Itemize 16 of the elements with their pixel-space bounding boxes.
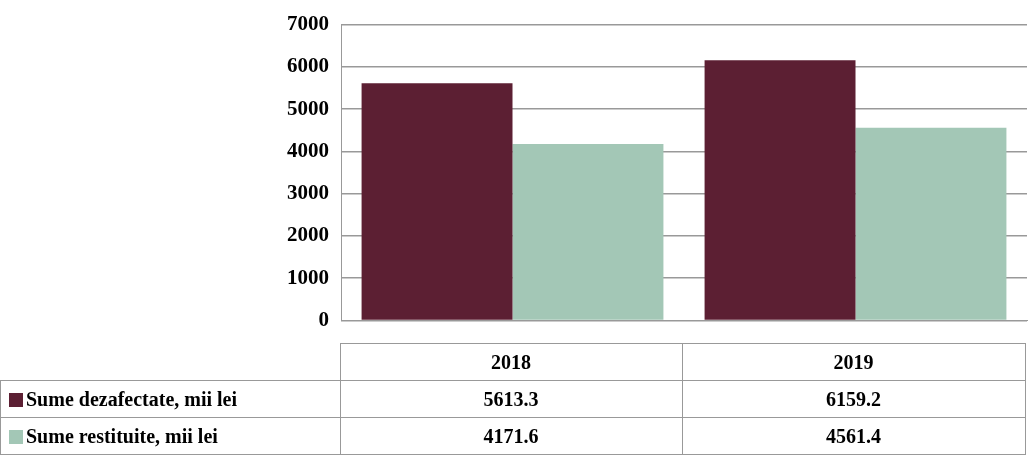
y-tick-label: 1000 [287, 264, 329, 289]
y-tick-label: 6000 [287, 53, 329, 78]
data-label: 5613.3 [340, 380, 682, 418]
y-tick-label: 2000 [287, 222, 329, 247]
x-tick-label: 2019 [682, 343, 1025, 381]
y-tick-label: 5000 [287, 95, 329, 120]
data-label: 4561.4 [682, 417, 1025, 455]
legend-label: Sume restituite, mii lei [0, 417, 340, 455]
x-tick-label: 2018 [340, 343, 682, 381]
legend-label: Sume dezafectate, mii lei [0, 380, 340, 418]
y-tick-label: 4000 [287, 137, 329, 162]
y-tick-label: 0 [318, 306, 329, 331]
y-tick-label: 3000 [287, 180, 329, 205]
data-label: 4171.6 [340, 417, 682, 455]
y-tick-label: 7000 [287, 11, 329, 36]
data-label: 6159.2 [682, 380, 1025, 418]
